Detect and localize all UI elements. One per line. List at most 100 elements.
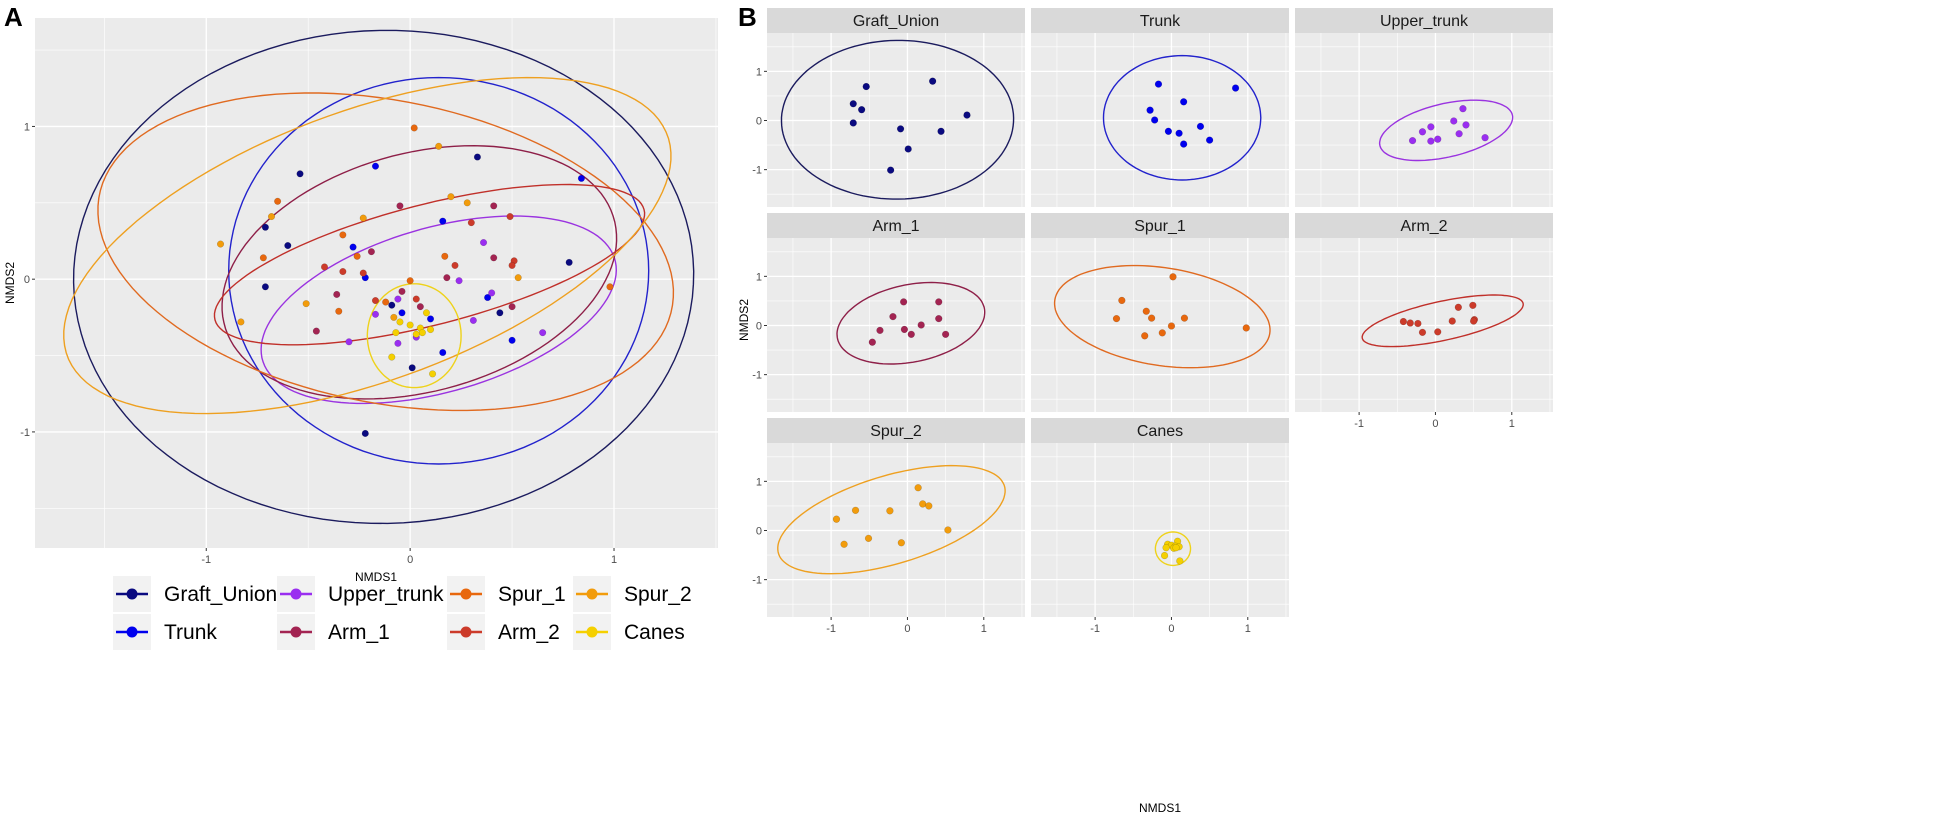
panel-a-combined-plot: -1 0 1 -1 0 1 NMDS1 NMDS2: [3, 18, 718, 584]
point-spur-1: [274, 197, 282, 205]
point-canes: [388, 353, 396, 361]
point-upper-trunk: [1462, 121, 1470, 129]
facet-strip: [767, 213, 1025, 238]
facet-plot: [1031, 33, 1289, 207]
point-arm-2: [371, 297, 380, 305]
legend-dot-icon: [586, 588, 598, 600]
point-upper-trunk: [1427, 123, 1435, 131]
point-spur-2: [447, 193, 455, 201]
y-tick-label: 0: [24, 274, 30, 286]
legend-dot-icon: [290, 626, 302, 638]
point-upper-trunk: [469, 316, 477, 324]
point-trunk: [1146, 106, 1154, 114]
point-spur-1: [335, 307, 343, 315]
panel-b-label: B: [738, 2, 757, 32]
point-arm-1: [508, 303, 516, 311]
point-trunk: [398, 309, 406, 317]
facet-strip-title: Spur_1: [1134, 218, 1186, 235]
facet-arm-2: Arm_2 -1 0 1: [1295, 213, 1553, 430]
point-graft-union: [849, 100, 857, 108]
ellipse-arm-2: [213, 183, 646, 346]
point-spur-2: [216, 240, 225, 248]
point-spur-1: [339, 231, 347, 239]
facet-upper-trunk: Upper_trunk: [1295, 8, 1553, 207]
point-arm-1: [941, 330, 950, 338]
point-spur-2: [914, 484, 922, 492]
ellipse-spur-2: [777, 464, 1006, 575]
point-graft-union: [361, 429, 369, 437]
facet-strip: [1031, 418, 1289, 443]
point-graft-union: [261, 283, 269, 291]
point-graft-union: [496, 309, 504, 317]
point-upper-trunk: [345, 338, 353, 346]
legend-label: Arm_1: [328, 621, 390, 644]
point-upper-trunk: [1459, 105, 1467, 113]
point-arm-1: [312, 327, 320, 335]
point-spur-2: [435, 142, 443, 150]
point-upper-trunk: [371, 310, 380, 318]
point-spur-2: [851, 506, 860, 514]
x-tick-label: 0: [407, 554, 413, 566]
x-tick-label: 1: [981, 623, 987, 635]
facet-strip: [1031, 213, 1289, 238]
y-tick-label: -1: [20, 427, 30, 439]
point-spur-2: [237, 318, 245, 326]
facet-arm-1: Arm_1 -1 0 1: [752, 213, 1025, 412]
point-spur-2: [267, 213, 276, 221]
point-graft-union: [849, 119, 857, 127]
ellipse-upper-trunk: [1378, 99, 1514, 162]
point-arm-1: [900, 325, 909, 334]
y-tick-label: -1: [752, 575, 762, 587]
point-trunk: [439, 348, 447, 357]
point-trunk: [426, 315, 435, 323]
y-tick-label: 1: [24, 121, 30, 133]
panel-a-label: A: [4, 2, 23, 32]
point-arm-1: [490, 202, 498, 210]
x-tick-label: -1: [1090, 623, 1100, 635]
point-graft-union: [388, 301, 396, 309]
point-arm-2: [506, 213, 514, 221]
point-trunk: [1180, 140, 1188, 148]
point-spur-1: [1118, 296, 1126, 305]
point-graft-union: [284, 242, 292, 250]
legend-item-upper-trunk: Upper_trunk: [277, 576, 444, 612]
point-spur-1: [1142, 307, 1150, 315]
facet-strip-title: Spur_2: [870, 423, 922, 440]
point-trunk: [577, 174, 585, 182]
point-spur-2: [514, 274, 522, 282]
point-arm-2: [320, 263, 329, 271]
point-spur-2: [390, 313, 398, 321]
ellipse-trunk: [227, 76, 650, 465]
point-arm-2: [1469, 301, 1477, 309]
facet-strip-title: Canes: [1137, 423, 1183, 440]
ellipse-graft-union: [72, 29, 695, 525]
point-spur-1: [382, 298, 390, 306]
point-arm-1: [899, 298, 908, 306]
facet-plot: -1 0 1 -1 0 1: [752, 443, 1025, 635]
point-upper-trunk: [539, 329, 547, 337]
point-upper-trunk: [394, 295, 402, 303]
y-tick-label: 1: [756, 271, 762, 283]
point-graft-union: [887, 166, 895, 174]
point-graft-union: [862, 82, 870, 91]
point-canes: [396, 318, 404, 326]
ellipse-graft-union: [780, 39, 1015, 200]
point-upper-trunk: [1481, 134, 1489, 142]
point-arm-1: [876, 326, 884, 335]
ellipse-arm-1: [221, 144, 618, 400]
facet-spur-2: Spur_2 -1 0 1 -1 0 1: [752, 418, 1025, 635]
ellipse-spur-1: [97, 92, 675, 412]
point-trunk: [1231, 84, 1240, 92]
point-arm-2: [1406, 319, 1414, 327]
legend-label: Spur_2: [624, 583, 692, 606]
point-graft-union: [904, 145, 912, 153]
point-graft-union: [296, 170, 304, 178]
ellipse-spur-2: [63, 76, 672, 415]
point-trunk: [484, 293, 492, 302]
facet-strip-title: Upper_trunk: [1380, 13, 1469, 30]
point-graft-union: [896, 125, 905, 133]
point-spur-2: [302, 300, 310, 308]
point-arm-2: [1418, 328, 1427, 337]
y-tick-label: 0: [756, 525, 762, 537]
point-trunk: [1205, 136, 1214, 144]
